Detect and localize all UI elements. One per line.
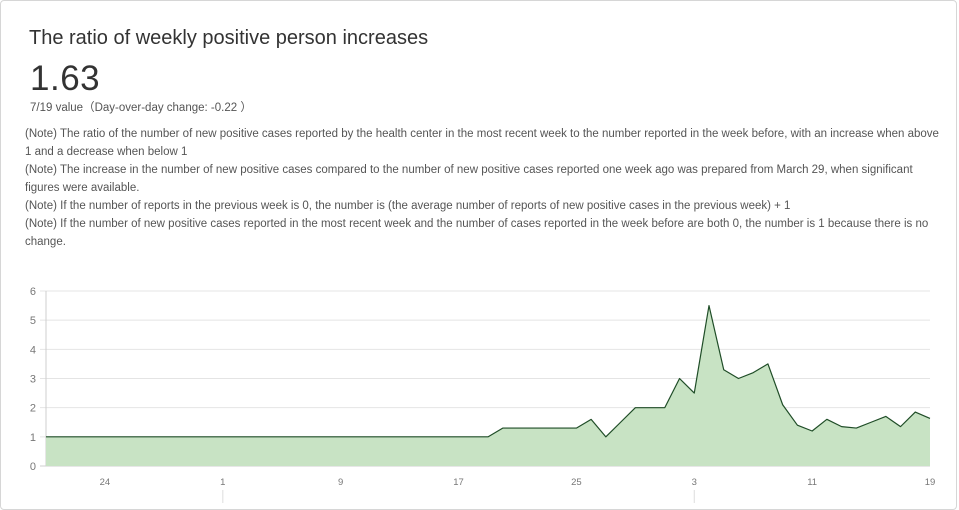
x-tick-label: 19	[925, 477, 936, 488]
y-tick-label: 4	[30, 344, 36, 356]
note-2: (Note) The increase in the number of new…	[25, 161, 941, 197]
x-tick-label: 17	[453, 477, 464, 488]
y-tick-label: 5	[30, 315, 36, 327]
card-title: The ratio of weekly positive person incr…	[29, 27, 428, 50]
note-3: (Note) If the number of reports in the p…	[25, 197, 941, 215]
x-tick-label: 25	[571, 477, 582, 488]
note-1: (Note) The ratio of the number of new po…	[25, 125, 941, 161]
y-tick-label: 6	[30, 286, 36, 298]
x-tick-label: 11	[807, 477, 817, 488]
notes-list: (Note) The ratio of the number of new po…	[25, 125, 941, 251]
series-line	[46, 306, 930, 437]
y-tick-label: 1	[30, 432, 36, 444]
x-tick-label: 9	[338, 477, 343, 488]
series-area	[46, 306, 930, 466]
note-4: (Note) If the number of new positive cas…	[25, 215, 941, 251]
current-value: 1.63	[30, 59, 100, 99]
y-tick-label: 2	[30, 403, 36, 415]
y-tick-label: 3	[30, 374, 36, 386]
y-tick-label: 0	[30, 461, 36, 473]
value-subtitle: 7/19 value（Day-over-day change: -0.22 ）	[30, 99, 252, 115]
x-tick-label: 1	[220, 477, 225, 488]
x-tick-label: 3	[692, 477, 697, 488]
x-tick-label: 24	[100, 477, 111, 488]
